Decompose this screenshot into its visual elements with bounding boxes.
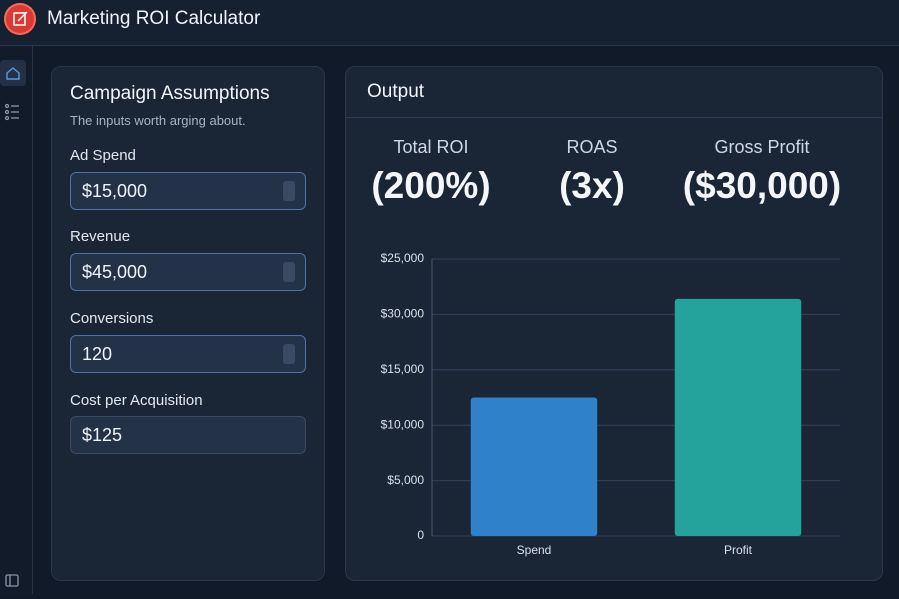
divider [346,117,882,118]
field-label: Conversions [70,310,154,327]
field-label: Cost per Acquisition [70,392,203,409]
metric-value: ($30,000) [682,165,842,206]
metric-value: (200%) [371,165,491,206]
home-icon [6,67,20,80]
computed-field: $125 [70,416,306,454]
panel-title: Campaign Assumptions [70,83,270,104]
app-logo[interactable] [4,3,36,35]
panel-title: Output [367,81,425,102]
field-label: Revenue [70,228,131,245]
metric-value: (3x) [559,165,625,206]
sidebar [0,46,33,594]
input-value: 120 [82,344,113,364]
spinner[interactable] [283,344,295,364]
field-label: Ad Spend [70,147,136,164]
metric-label: Gross Profit [714,137,810,157]
app-title: Marketing ROI Calculator [47,8,261,29]
spinner[interactable] [283,181,295,201]
metric-label: ROAS [566,137,618,157]
list-icon [4,103,19,121]
input-value: $15,000 [82,181,148,201]
logo-icon [13,11,28,26]
inputs-panel: Campaign Assumptions The inputs worth ar… [51,66,325,581]
top-bar: Marketing ROI Calculator [0,0,899,46]
list-button[interactable] [0,98,26,124]
spinner[interactable] [283,262,295,282]
panel-icon [5,574,19,587]
input-value: $125 [82,425,123,445]
panel-subtitle: The inputs worth arging about. [70,113,246,128]
home-button[interactable] [0,60,26,86]
number-input[interactable]: 120 [70,335,306,373]
number-input[interactable]: $45,000 [70,253,306,291]
number-input[interactable]: $15,000 [70,172,306,210]
input-value: $45,000 [82,262,148,282]
panel-toggle[interactable] [0,568,26,594]
metric-label: Total ROI [393,137,469,157]
output-panel: Output Total ROI (200%) ROAS (3x) Gross … [345,66,883,581]
